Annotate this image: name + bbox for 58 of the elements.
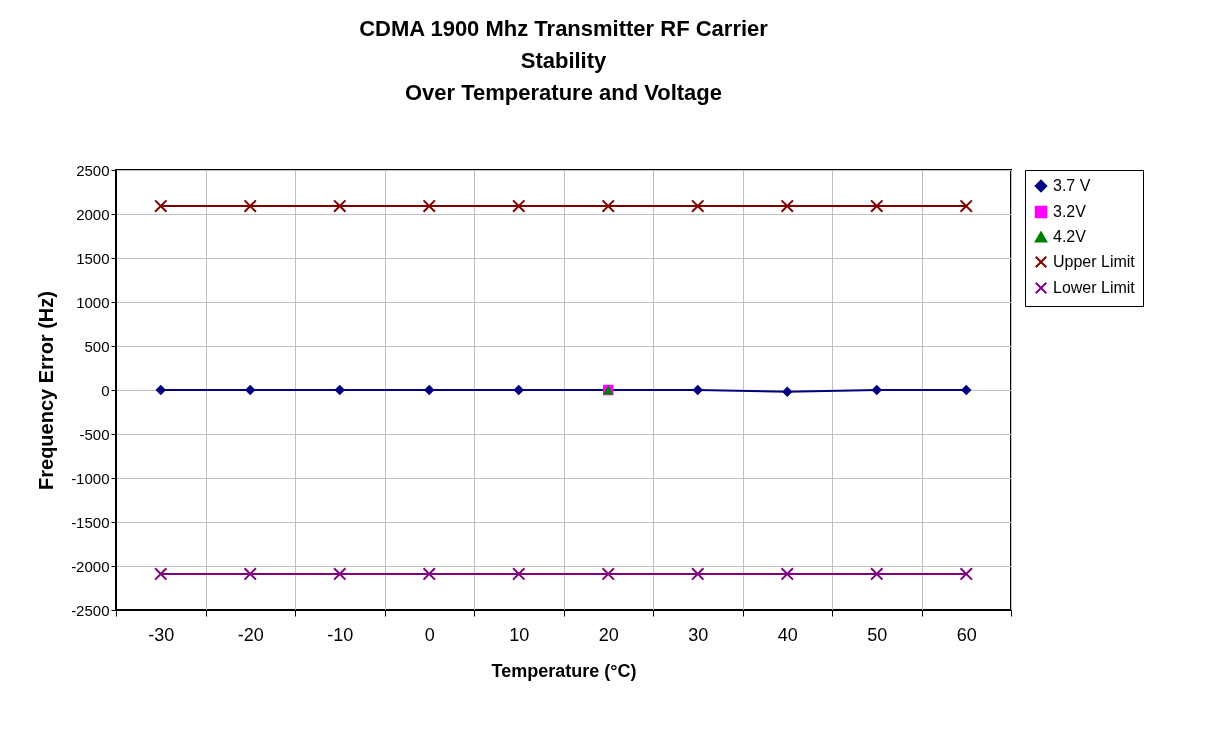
point (780, 199, 794, 213)
x-tick-label: 50 (867, 624, 888, 645)
point (959, 199, 973, 213)
point (334, 384, 345, 396)
point (512, 199, 526, 213)
point (422, 199, 436, 213)
x-tick-label: 20 (598, 624, 619, 645)
chart-title: CDMA 1900 Mhz Transmitter RF Carrier Stability Over Temperature and Voltage (359, 16, 769, 105)
y-tick-label: 1500 (76, 249, 110, 267)
point (780, 567, 794, 581)
x-tick-label: 60 (956, 624, 977, 645)
y-tick-label: -500 (79, 425, 110, 443)
y-tick-label: -2000 (71, 557, 110, 575)
y-tick-label: -1000 (71, 469, 110, 487)
x-tick-label: 40 (777, 624, 798, 645)
x-tick-label: 10 (509, 624, 530, 645)
point (154, 199, 168, 213)
point (154, 567, 168, 581)
y-tick-label: -2500 (71, 601, 110, 619)
legend-label: 3.7 V (1053, 177, 1091, 194)
point (424, 384, 435, 396)
point (422, 567, 436, 581)
y-tick-label: 2500 (76, 161, 110, 179)
point (601, 199, 615, 213)
x-tick-label: -10 (327, 624, 354, 645)
point (245, 384, 256, 396)
point (691, 567, 705, 581)
y-tick-label: 0 (101, 381, 110, 399)
point (243, 567, 257, 581)
point (959, 567, 973, 581)
y-tick-label: 2000 (76, 205, 110, 223)
x-tick-label: -30 (148, 624, 175, 645)
point (691, 199, 705, 213)
point (333, 567, 347, 581)
point (243, 199, 257, 213)
y-tick-label: 500 (84, 337, 110, 355)
legend-label: Upper Limit (1053, 253, 1136, 270)
legend-label: Lower Limit (1053, 279, 1136, 296)
point (513, 384, 524, 396)
point (870, 199, 884, 213)
point (870, 567, 884, 581)
point (512, 567, 526, 581)
y-tick-label: 1000 (76, 293, 110, 311)
x-tick-label: 30 (688, 624, 709, 645)
point (782, 386, 793, 397)
point (155, 384, 166, 396)
x-axis-title: Temperature (°C) (491, 660, 637, 681)
point (333, 199, 347, 213)
x-tick-label: 0 (424, 624, 435, 645)
y-axis-title: Frequency Error (Hz) (35, 291, 58, 490)
point (961, 384, 972, 396)
point (601, 567, 615, 581)
point (692, 384, 703, 396)
legend-label: 3.2V (1053, 203, 1087, 220)
y-tick-label: -1500 (71, 513, 110, 531)
x-tick-label: -20 (237, 624, 264, 645)
point (871, 384, 882, 396)
legend-label: 4.2V (1053, 228, 1087, 245)
